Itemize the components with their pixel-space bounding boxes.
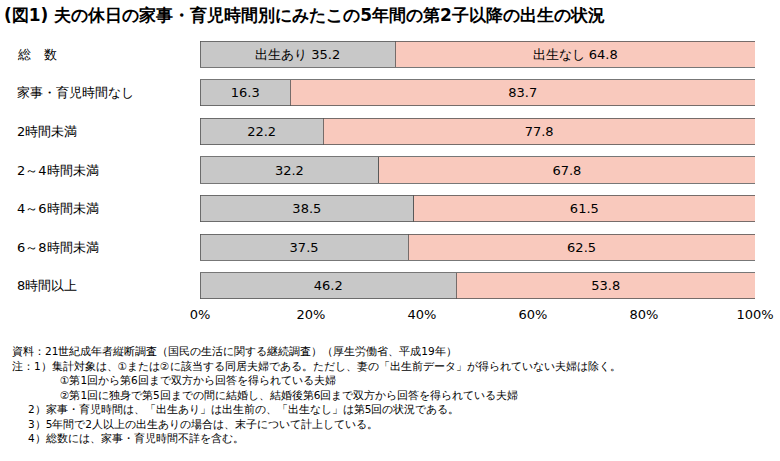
svg-text:4）総数には、家事・育児時間不詳を含む。: 4）総数には、家事・育児時間不詳を含む。 <box>28 432 244 444</box>
svg-text:77.8: 77.8 <box>525 124 554 139</box>
svg-text:注：1）集計対象は、①または②に該当する同居夫婦である。ただ: 注：1）集計対象は、①または②に該当する同居夫婦である。ただし、妻の「出生前デー… <box>12 360 621 373</box>
svg-text:67.8: 67.8 <box>552 163 581 178</box>
svg-text:3）5年間で2人以上の出生ありの場合は、末子について計上して: 3）5年間で2人以上の出生ありの場合は、末子について計上している。 <box>28 418 378 430</box>
svg-text:53.8: 53.8 <box>591 278 620 293</box>
svg-text:20%: 20% <box>297 307 326 322</box>
svg-text:46.2: 46.2 <box>314 278 343 293</box>
svg-text:38.5: 38.5 <box>292 201 321 216</box>
svg-text:16.3: 16.3 <box>231 85 260 100</box>
svg-text:2）家事・育児時間は、「出生あり」は出生前の、「出生なし」は: 2）家事・育児時間は、「出生あり」は出生前の、「出生なし」は第5回の状況である。 <box>28 403 459 415</box>
svg-text:62.5: 62.5 <box>567 240 596 255</box>
svg-text:83.7: 83.7 <box>508 85 537 100</box>
svg-text:出生なし 64.8: 出生なし 64.8 <box>533 47 618 62</box>
svg-text:32.2: 32.2 <box>275 163 304 178</box>
svg-text:2～4時間未満: 2～4時間未満 <box>17 163 99 178</box>
svg-text:40%: 40% <box>408 307 437 322</box>
svg-text:0%: 0% <box>190 307 211 322</box>
svg-text:②第1回に独身で第5回までの間に結婚し、結婚後第6回まで双方: ②第1回に独身で第5回までの間に結婚し、結婚後第6回まで双方から回答を得られてい… <box>60 389 518 401</box>
svg-text:資料：21世紀成年者縦断調査（国民の生活に関する継続調査）（: 資料：21世紀成年者縦断調査（国民の生活に関する継続調査）（厚生労働省、平成19… <box>12 345 457 358</box>
svg-text:4～6時間未満: 4～6時間未満 <box>17 201 99 216</box>
svg-text:22.2: 22.2 <box>247 124 276 139</box>
svg-text:2時間未満: 2時間未満 <box>17 124 77 139</box>
svg-text:出生あり 35.2: 出生あり 35.2 <box>255 47 340 62</box>
svg-text:100%: 100% <box>736 307 773 322</box>
svg-text:(図1) 夫の休日の家事・育児時間別にみたこの5年間の第2子: (図1) 夫の休日の家事・育児時間別にみたこの5年間の第2子以降の出生の状況 <box>4 5 605 25</box>
svg-text:80%: 80% <box>630 307 659 322</box>
svg-text:①第1回から第6回まで双方から回答を得られている夫婦: ①第1回から第6回まで双方から回答を得られている夫婦 <box>60 374 336 386</box>
svg-text:総 数: 総 数 <box>17 47 57 62</box>
svg-text:8時間以上: 8時間以上 <box>17 278 77 293</box>
svg-text:家事・育児時間なし: 家事・育児時間なし <box>17 85 134 100</box>
svg-text:60%: 60% <box>519 307 548 322</box>
svg-text:6～8時間未満: 6～8時間未満 <box>17 240 99 255</box>
svg-text:61.5: 61.5 <box>570 201 599 216</box>
svg-text:37.5: 37.5 <box>290 240 319 255</box>
